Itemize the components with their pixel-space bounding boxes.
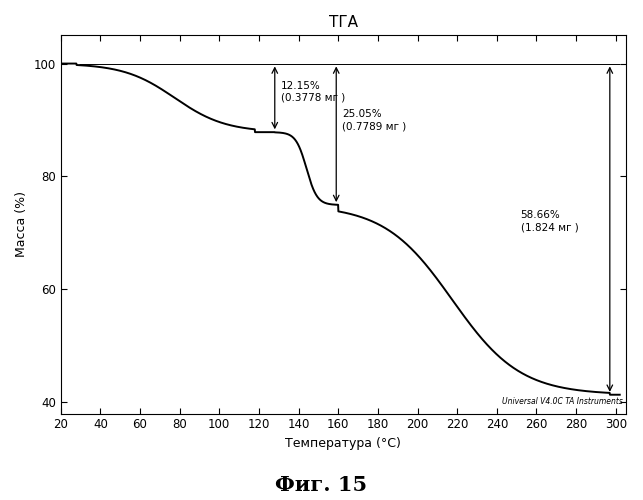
Text: 25.05%
(0.7789 мг ): 25.05% (0.7789 мг ) xyxy=(342,109,406,131)
Text: 58.66%
(1.824 мг ): 58.66% (1.824 мг ) xyxy=(521,210,578,233)
Title: ТГА: ТГА xyxy=(329,15,358,30)
Text: 12.15%
(0.3778 мг ): 12.15% (0.3778 мг ) xyxy=(281,80,345,103)
Text: Фиг. 15: Фиг. 15 xyxy=(275,475,368,495)
Text: Universal V4.0C TA Instruments: Universal V4.0C TA Instruments xyxy=(502,397,623,406)
X-axis label: Температура (°C): Температура (°C) xyxy=(285,437,401,450)
Y-axis label: Масса (%): Масса (%) xyxy=(15,192,28,258)
